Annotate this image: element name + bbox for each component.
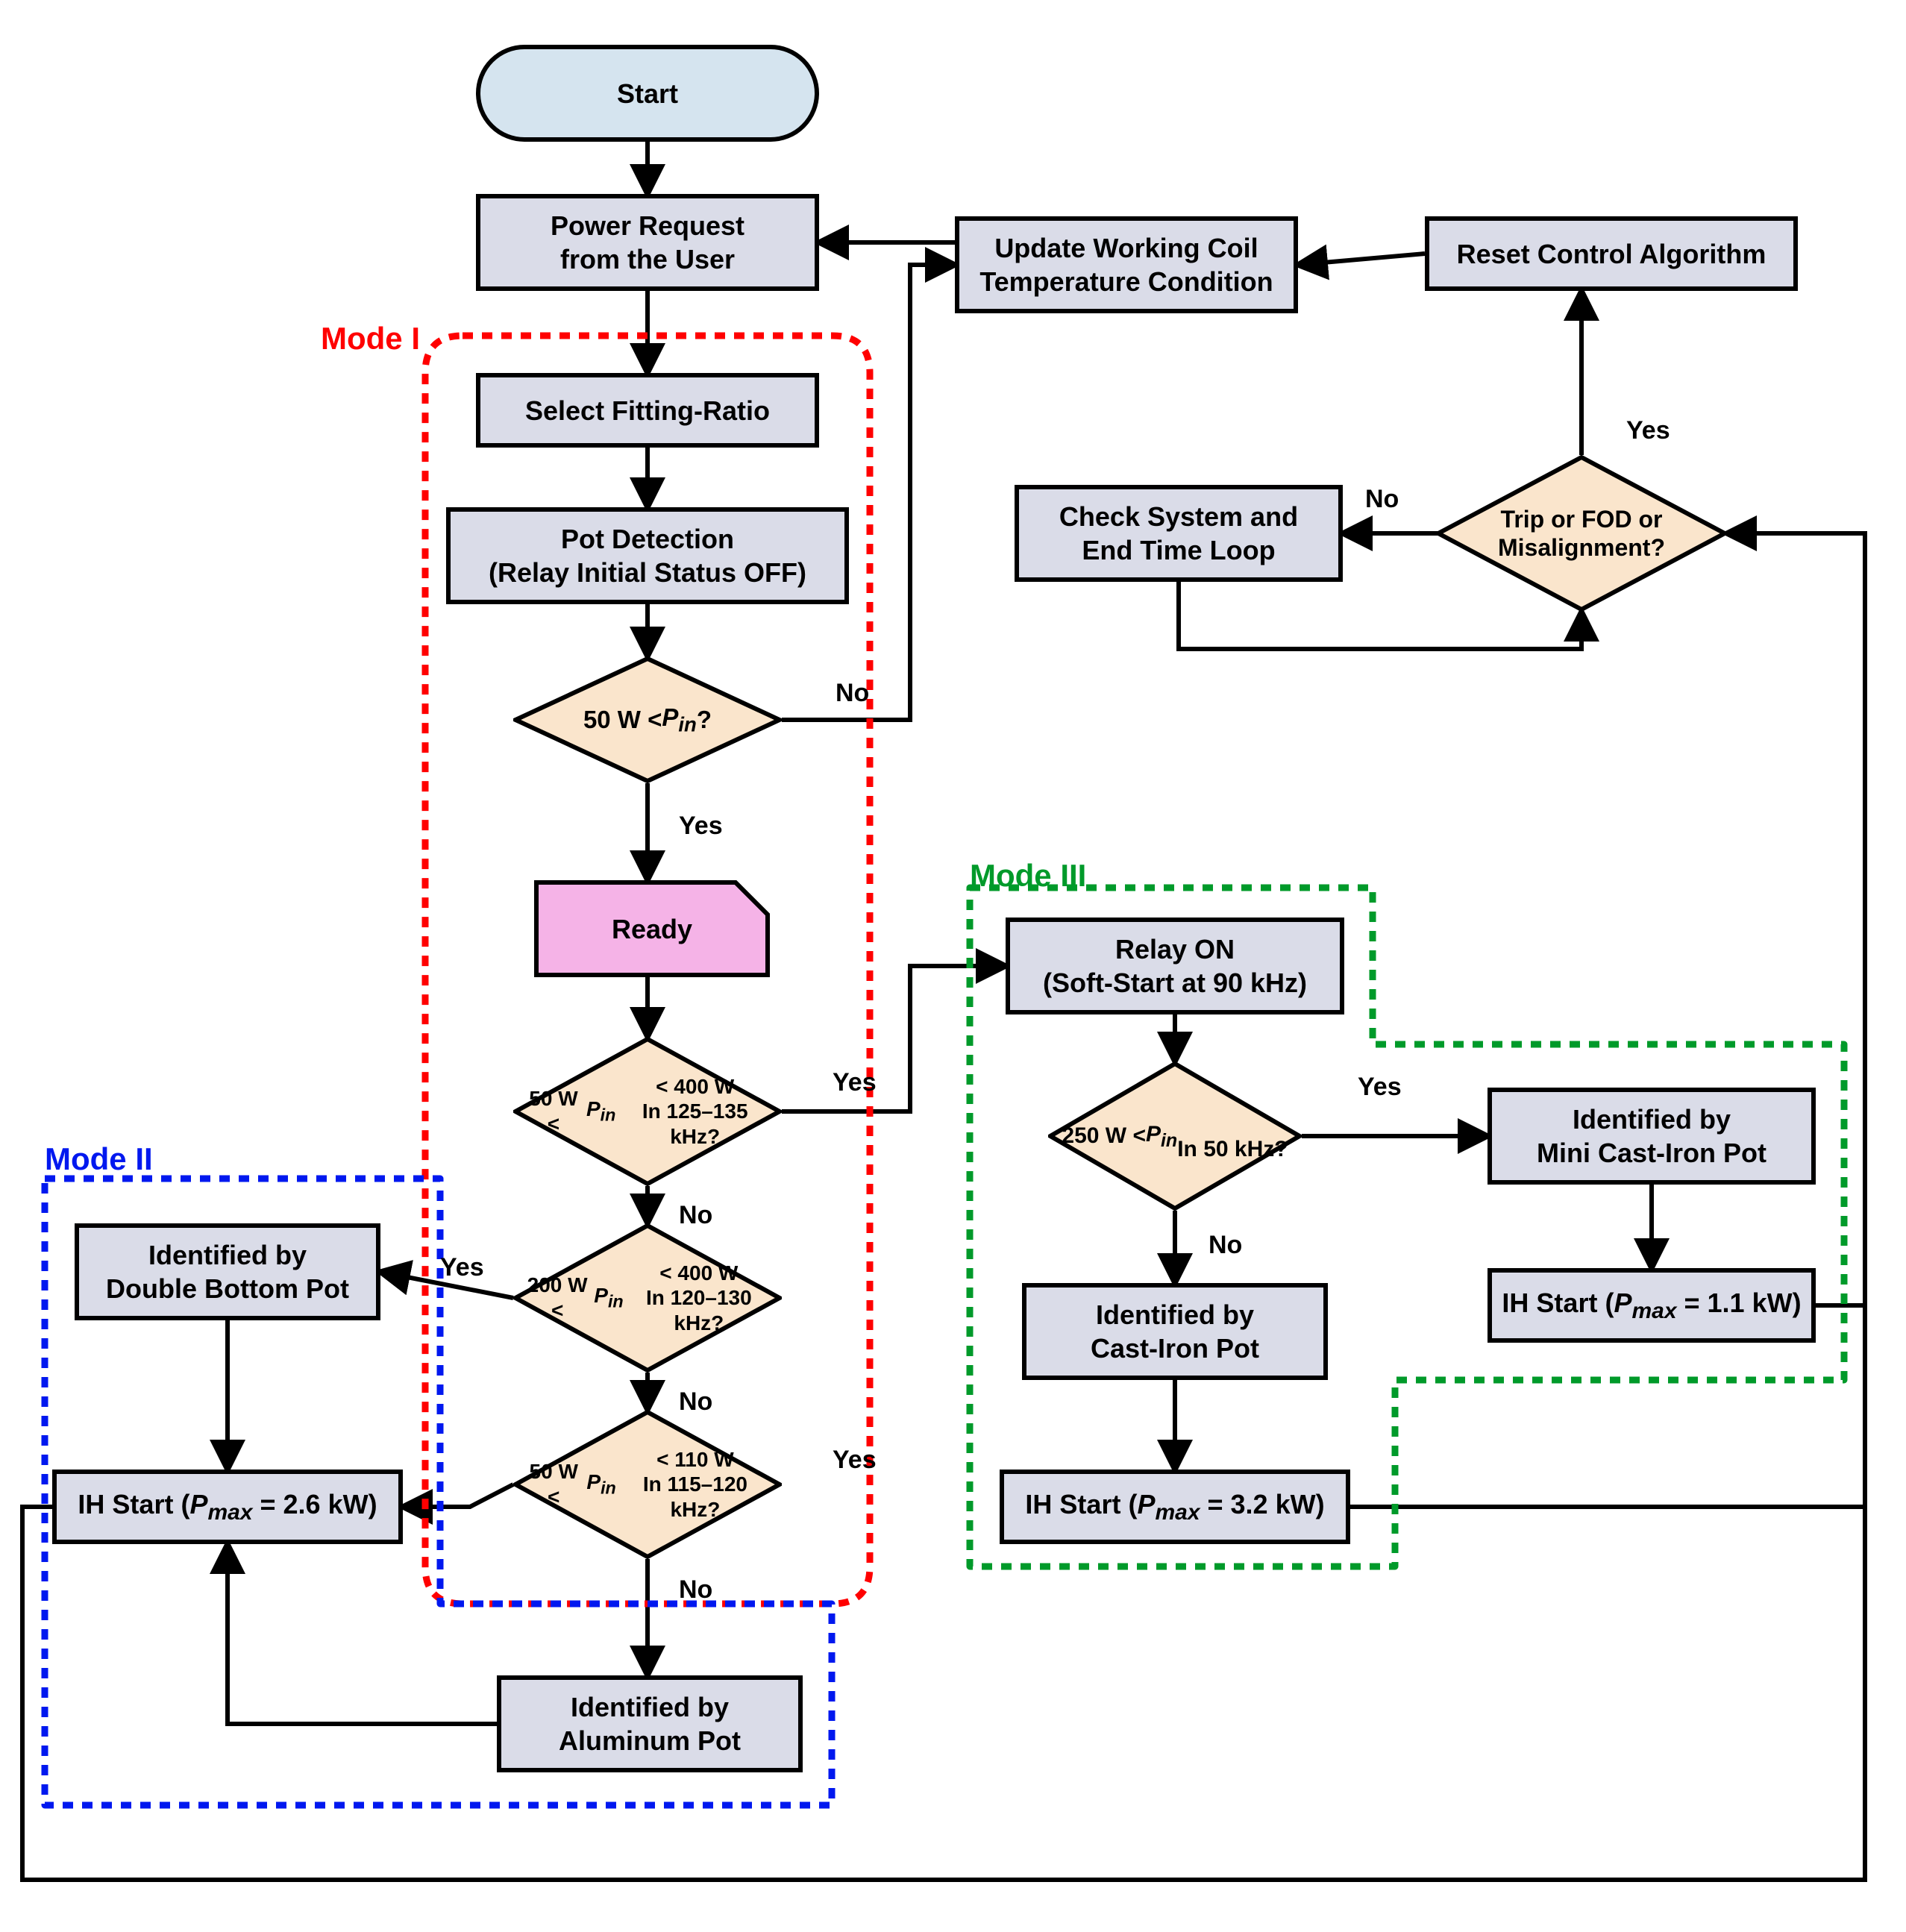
edge-label-e6: No [679,1387,712,1417]
node-id_dbl: Identified byDouble Bottom Pot [75,1223,380,1320]
node-ih_mini: IH Start (Pmax = 1.1 kW) [1488,1268,1816,1343]
decision-label: 50 W < Pin< 110 WIn 115–120 kHz? [513,1410,782,1559]
node-label: Start [617,77,678,110]
node-label: IH Start (Pmax = 2.6 kW) [78,1487,377,1527]
edge [782,265,955,720]
decision-label: 250 W < PinIn 50 kHz? [1048,1061,1302,1211]
edge-label-e11: No [1365,485,1399,514]
edge [1350,533,1865,1507]
mode-label-mode3: Mode III [970,858,1086,894]
node-power_req: Power Requestfrom the User [476,194,819,291]
decision-label: Trip or FOD orMisalignment? [1436,455,1727,612]
edge [1727,533,1865,1305]
node-reset_ctrl: Reset Control Algorithm [1425,216,1798,291]
edge-label-e10: No [1209,1231,1242,1260]
edge-label-e5: Yes [440,1253,484,1282]
decision-d_50w: 50 W < Pin ? [513,656,782,783]
node-select_ratio: Select Fitting-Ratio [476,373,819,448]
node-label: IH Start (Pmax = 1.1 kW) [1502,1286,1801,1326]
edge-label-e12: Yes [1626,416,1670,445]
node-check_sys: Check System andEnd Time Loop [1015,485,1343,582]
edge-label-e1: No [836,679,869,708]
decision-d_trip: Trip or FOD orMisalignment? [1436,455,1727,612]
edge [403,1484,513,1507]
edge-label-e7: Yes [833,1446,877,1475]
node-ready: Ready [534,880,770,977]
node-label: Ready [612,912,692,946]
decision-label: 50 W < Pin ? [513,656,782,783]
decision-d_pin3: 50 W < Pin< 110 WIn 115–120 kHz? [513,1410,782,1559]
decision-label: 200 W < Pin< 400 WIn 120–130 kHz? [513,1223,782,1373]
node-label: Identified byAluminum Pot [559,1690,741,1757]
flowchart-canvas: Mode I Mode II Mode III Start Power Requestf… [0,0,1906,1932]
edge [228,1544,497,1724]
decision-d_250w: 250 W < PinIn 50 kHz? [1048,1061,1302,1211]
node-id_alum: Identified byAluminum Pot [497,1675,803,1772]
edge-label-e9: Yes [1358,1073,1402,1102]
decision-d_pin2: 200 W < Pin< 400 WIn 120–130 kHz? [513,1223,782,1373]
node-label: Check System andEnd Time Loop [1059,500,1298,567]
node-label: Power Requestfrom the User [551,209,744,276]
node-ih_cast: IH Start (Pmax = 3.2 kW) [1000,1470,1350,1544]
node-label: Relay ON(Soft-Start at 90 kHz) [1043,932,1307,1000]
edge [1298,254,1425,265]
edge [782,966,1006,1111]
node-label: IH Start (Pmax = 3.2 kW) [1025,1487,1324,1527]
node-pot_detect: Pot Detection(Relay Initial Status OFF) [446,507,849,604]
node-ih_dbl: IH Start (Pmax = 2.6 kW) [52,1470,403,1544]
node-label: Identified byCast-Iron Pot [1091,1298,1259,1365]
edge-label-e2: Yes [679,812,723,841]
mode-label-mode2: Mode II [45,1141,153,1177]
node-update_coil: Update Working CoilTemperature Condition [955,216,1298,313]
node-relay_on: Relay ON(Soft-Start at 90 kHz) [1006,918,1344,1014]
edge [22,533,1865,1880]
mode-label-mode1: Mode I [321,321,420,357]
decision-label: 50 W < Pin< 400 WIn 125–135 kHz? [513,1037,782,1186]
node-label: Select Fitting-Ratio [525,394,770,427]
edge-label-e3: Yes [833,1068,877,1097]
node-id_mini: Identified byMini Cast-Iron Pot [1488,1088,1816,1185]
node-label: Identified byDouble Bottom Pot [106,1238,349,1305]
edge-label-e8: No [679,1575,712,1605]
node-label: Identified byMini Cast-Iron Pot [1537,1103,1767,1170]
node-id_cast: Identified byCast-Iron Pot [1022,1283,1328,1380]
decision-d_pin1: 50 W < Pin< 400 WIn 125–135 kHz? [513,1037,782,1186]
node-start: Start [476,45,819,142]
node-label: Reset Control Algorithm [1457,237,1767,271]
node-label: Pot Detection(Relay Initial Status OFF) [489,522,806,589]
edge-label-e4: No [679,1201,712,1230]
node-label: Update Working CoilTemperature Condition [979,231,1273,298]
